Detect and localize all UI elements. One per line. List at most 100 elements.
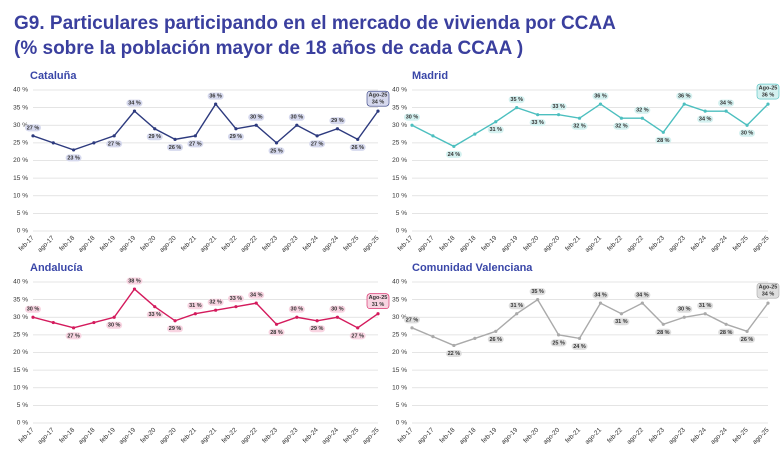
point bbox=[315, 134, 319, 138]
point bbox=[431, 134, 435, 138]
x-tick-label: ago-18 bbox=[458, 234, 478, 254]
x-tick-label: feb-18 bbox=[439, 426, 457, 444]
series-line bbox=[411, 298, 769, 347]
y-tick-label: 30 % bbox=[13, 122, 28, 129]
value-label-box bbox=[288, 305, 305, 313]
value-label: 35 % bbox=[531, 289, 544, 295]
value-label-box bbox=[655, 136, 672, 144]
value-label: 33 % bbox=[531, 120, 544, 126]
point bbox=[295, 315, 299, 319]
value-label-box bbox=[227, 133, 244, 141]
x-tick-label: ago-19 bbox=[500, 426, 520, 446]
value-label: 24 % bbox=[573, 344, 586, 350]
value-label: 36 % bbox=[762, 93, 775, 99]
point bbox=[356, 137, 360, 141]
point bbox=[153, 127, 157, 131]
series-line bbox=[32, 288, 379, 329]
value-label: 26 % bbox=[169, 145, 182, 151]
x-tick-label: feb-20 bbox=[522, 426, 540, 444]
point bbox=[295, 123, 299, 127]
y-tick-label: 0 % bbox=[17, 228, 28, 235]
point bbox=[274, 141, 279, 145]
chart-title: Cataluña bbox=[30, 70, 77, 82]
x-tick-label: ago-22 bbox=[240, 426, 260, 446]
value-label: 33 % bbox=[552, 104, 565, 110]
y-tick-label: 30 % bbox=[392, 314, 407, 321]
value-label: 32 % bbox=[636, 108, 649, 114]
point bbox=[71, 326, 76, 330]
x-tick-label: feb-20 bbox=[522, 234, 540, 252]
x-tick-label: ago-17 bbox=[416, 234, 436, 254]
x-tick-label: ago-22 bbox=[240, 234, 260, 254]
point bbox=[234, 305, 238, 309]
point bbox=[193, 312, 197, 316]
y-tick-label: 25 % bbox=[392, 140, 407, 147]
value-label: 22 % bbox=[448, 351, 461, 357]
x-tick-label: feb-19 bbox=[99, 234, 117, 252]
value-label: 34 % bbox=[250, 293, 263, 299]
y-tick-label: 10 % bbox=[13, 384, 28, 391]
y-tick-label: 10 % bbox=[392, 384, 407, 391]
y-tick-label: 25 % bbox=[13, 140, 28, 147]
point bbox=[335, 315, 340, 319]
x-tick-label: ago-21 bbox=[584, 426, 604, 446]
y-tick-label: 35 % bbox=[13, 104, 28, 111]
point bbox=[71, 148, 76, 152]
value-label: 36 % bbox=[678, 94, 691, 100]
value-label: 29 % bbox=[148, 134, 161, 140]
y-tick-label: 20 % bbox=[13, 349, 28, 356]
point bbox=[640, 116, 644, 120]
point bbox=[682, 102, 686, 106]
y-tick-label: 25 % bbox=[13, 332, 28, 339]
value-label-box bbox=[309, 140, 326, 148]
value-label: 34 % bbox=[762, 292, 775, 298]
value-label: 32 % bbox=[573, 124, 586, 130]
value-label-box bbox=[697, 115, 714, 123]
value-label-box bbox=[207, 298, 224, 306]
value-label: 31 % bbox=[189, 303, 202, 309]
x-tick-label: feb-18 bbox=[439, 234, 457, 252]
point bbox=[619, 312, 624, 316]
x-tick-label: feb-18 bbox=[58, 426, 76, 444]
highlight-label: Ago-25 bbox=[759, 285, 778, 291]
value-label-box bbox=[349, 332, 366, 340]
value-label-box bbox=[718, 99, 735, 107]
value-label: 27 % bbox=[311, 141, 324, 147]
point bbox=[356, 326, 360, 330]
x-tick-label: ago-23 bbox=[668, 234, 688, 254]
value-label: 30 % bbox=[406, 115, 419, 121]
value-label: 27 % bbox=[189, 141, 202, 147]
point bbox=[577, 336, 582, 340]
point bbox=[234, 127, 238, 131]
x-tick-label: feb-17 bbox=[397, 234, 415, 252]
point bbox=[92, 141, 96, 145]
value-label: 24 % bbox=[448, 152, 461, 158]
value-label: 34 % bbox=[128, 101, 141, 107]
value-label-box bbox=[65, 332, 82, 340]
point bbox=[376, 312, 380, 316]
point bbox=[473, 132, 477, 136]
y-tick-label: 0 % bbox=[396, 420, 407, 427]
value-label: 33 % bbox=[230, 296, 243, 302]
value-label-box bbox=[268, 147, 285, 155]
value-label-box bbox=[550, 339, 567, 347]
value-label-box bbox=[146, 311, 163, 319]
point bbox=[682, 315, 686, 319]
x-tick-label: feb-22 bbox=[606, 426, 624, 444]
x-tick-label: feb-18 bbox=[58, 234, 76, 252]
value-label: 34 % bbox=[720, 101, 733, 107]
highlight-label-box bbox=[366, 90, 390, 107]
point bbox=[745, 123, 749, 127]
y-tick-label: 20 % bbox=[392, 349, 407, 356]
point bbox=[515, 312, 519, 316]
x-tick-label: feb-17 bbox=[18, 234, 36, 252]
x-tick-label: ago-23 bbox=[668, 426, 688, 446]
value-label-box bbox=[167, 325, 184, 333]
value-label-box bbox=[187, 140, 204, 148]
value-label: 29 % bbox=[230, 134, 243, 140]
value-label: 30 % bbox=[741, 131, 754, 137]
point bbox=[112, 134, 116, 138]
point bbox=[214, 308, 218, 312]
point bbox=[556, 333, 561, 337]
value-label-box bbox=[106, 140, 123, 148]
